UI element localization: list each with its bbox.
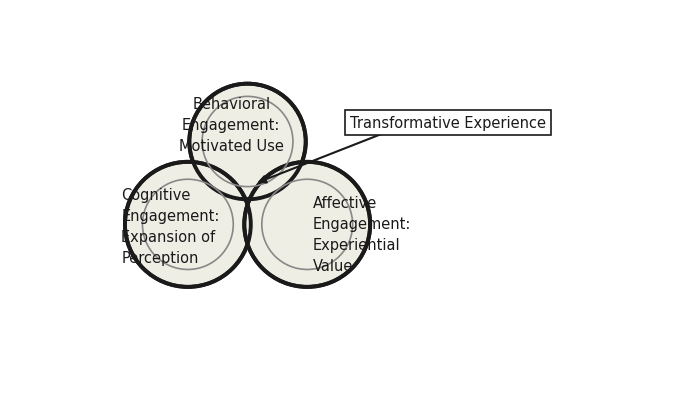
Text: Behavioral
Engagement:
Motivated Use: Behavioral Engagement: Motivated Use <box>178 96 284 153</box>
Ellipse shape <box>189 85 306 200</box>
Text: Affective
Engagement:
Experiential
Value: Affective Engagement: Experiential Value <box>313 195 411 273</box>
Ellipse shape <box>125 162 251 287</box>
Ellipse shape <box>244 162 370 287</box>
Text: Transformative Experience: Transformative Experience <box>350 116 546 131</box>
Text: Cognitive
Engagement:
Expansion of
Perception: Cognitive Engagement: Expansion of Perce… <box>121 188 220 265</box>
